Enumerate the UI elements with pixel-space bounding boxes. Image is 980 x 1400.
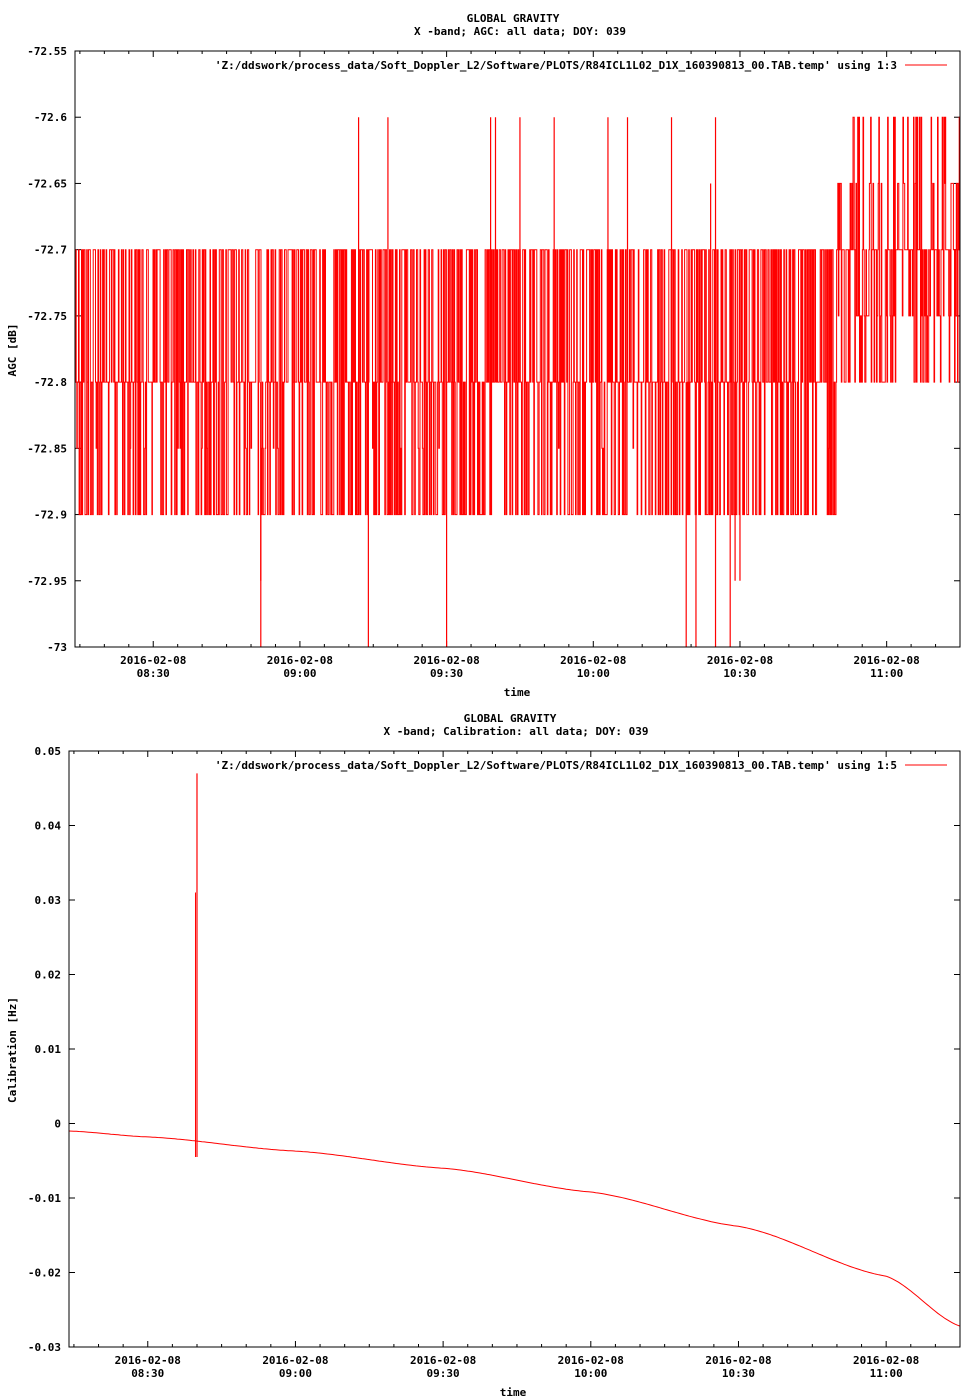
calibration-y-tick-label: 0 [54,1118,61,1131]
agc-y-tick-label: -72.9 [34,509,67,522]
agc-series-line [75,116,961,516]
agc-y-tick-label: -72.95 [27,575,67,588]
calibration-chart: GLOBAL GRAVITY X -band; Calibration: all… [6,712,961,1399]
calibration-y-tick-label: -0.01 [28,1192,61,1205]
calibration-x-tick-date: 2016-02-08 [115,1354,181,1367]
agc-x-tick-time: 09:30 [430,667,463,680]
calibration-x-tick-date: 2016-02-08 [262,1354,328,1367]
agc-chart: GLOBAL GRAVITY X -band; AGC: all data; D… [6,12,961,699]
calibration-series-line [68,1130,961,1327]
calibration-legend-label: 'Z:/ddswork/process_data/Soft_Doppler_L2… [215,759,897,772]
agc-y-tick-label: -73 [47,641,67,654]
agc-x-tick-time: 10:30 [723,667,756,680]
calibration-y-tick-label: -0.03 [28,1341,61,1354]
calibration-x-tick-time: 09:00 [279,1367,312,1380]
agc-y-tick-label: -72.8 [34,376,67,389]
calibration-chart-subtitle: X -band; Calibration: all data; DOY: 039 [384,725,649,738]
calibration-y-tick-label: 0.02 [35,969,62,982]
agc-x-tick-date: 2016-02-08 [560,654,626,667]
agc-y-tick-label: -72.7 [34,244,67,257]
agc-y-tick-label: -72.85 [27,442,67,455]
calibration-y-tick-label: 0.05 [35,745,62,758]
calibration-x-tick-time: 09:30 [427,1367,460,1380]
calibration-y-tick-label: 0.01 [35,1043,62,1056]
agc-plot-frame [74,50,961,648]
agc-y-tick-label: -72.6 [34,111,67,124]
agc-plot-area: -72.55 -72.6 -72.65 -72.7 -72.75 -72.8 -72.85 -… [27,45,961,680]
calibration-y-tick-label: -0.02 [28,1267,61,1280]
calibration-y-tick-label: 0.03 [35,894,62,907]
calibration-x-tick-time: 08:30 [131,1367,164,1380]
agc-legend-label: 'Z:/ddswork/process_data/Soft_Doppler_L2… [215,59,897,72]
agc-y-tick-label: -72.55 [27,45,67,58]
agc-x-tick-time: 08:30 [137,667,170,680]
agc-x-axis-label: time [504,686,531,699]
agc-y-tick-label: -72.75 [27,310,67,323]
calibration-x-axis-label: time [500,1386,527,1399]
calibration-y-tick-label: 0.04 [35,820,62,833]
agc-x-tick-date: 2016-02-08 [707,654,773,667]
calibration-x-tick-date: 2016-02-08 [558,1354,624,1367]
agc-x-tick-time: 11:00 [870,667,903,680]
agc-x-tick-date: 2016-02-08 [120,654,186,667]
agc-x-tick-date: 2016-02-08 [854,654,920,667]
agc-chart-subtitle: X -band; AGC: all data; DOY: 039 [414,25,626,38]
calibration-plot-frame [68,750,961,1348]
calibration-x-tick-time: 10:00 [574,1367,607,1380]
agc-x-tick-time: 10:00 [577,667,610,680]
agc-y-tick-label: -72.65 [27,177,67,190]
calibration-x-tick-date: 2016-02-08 [410,1354,476,1367]
agc-x-tick-time: 09:00 [283,667,316,680]
agc-chart-title: GLOBAL GRAVITY [467,12,560,25]
agc-x-tick-date: 2016-02-08 [413,654,479,667]
agc-x-tick-date: 2016-02-08 [267,654,333,667]
calibration-plot-area: 0.05 0.04 0.03 0.02 0.01 0 -0.01 -0.02 -0.03 2016… [28,745,961,1380]
agc-y-axis-label: AGC [dB] [6,324,19,377]
calibration-y-axis-label: Calibration [Hz] [6,997,19,1103]
calibration-x-tick-date: 2016-02-08 [853,1354,919,1367]
calibration-x-tick-time: 11:00 [870,1367,903,1380]
calibration-x-tick-date: 2016-02-08 [705,1354,771,1367]
calibration-chart-title: GLOBAL GRAVITY [464,712,557,725]
calibration-x-tick-time: 10:30 [722,1367,755,1380]
